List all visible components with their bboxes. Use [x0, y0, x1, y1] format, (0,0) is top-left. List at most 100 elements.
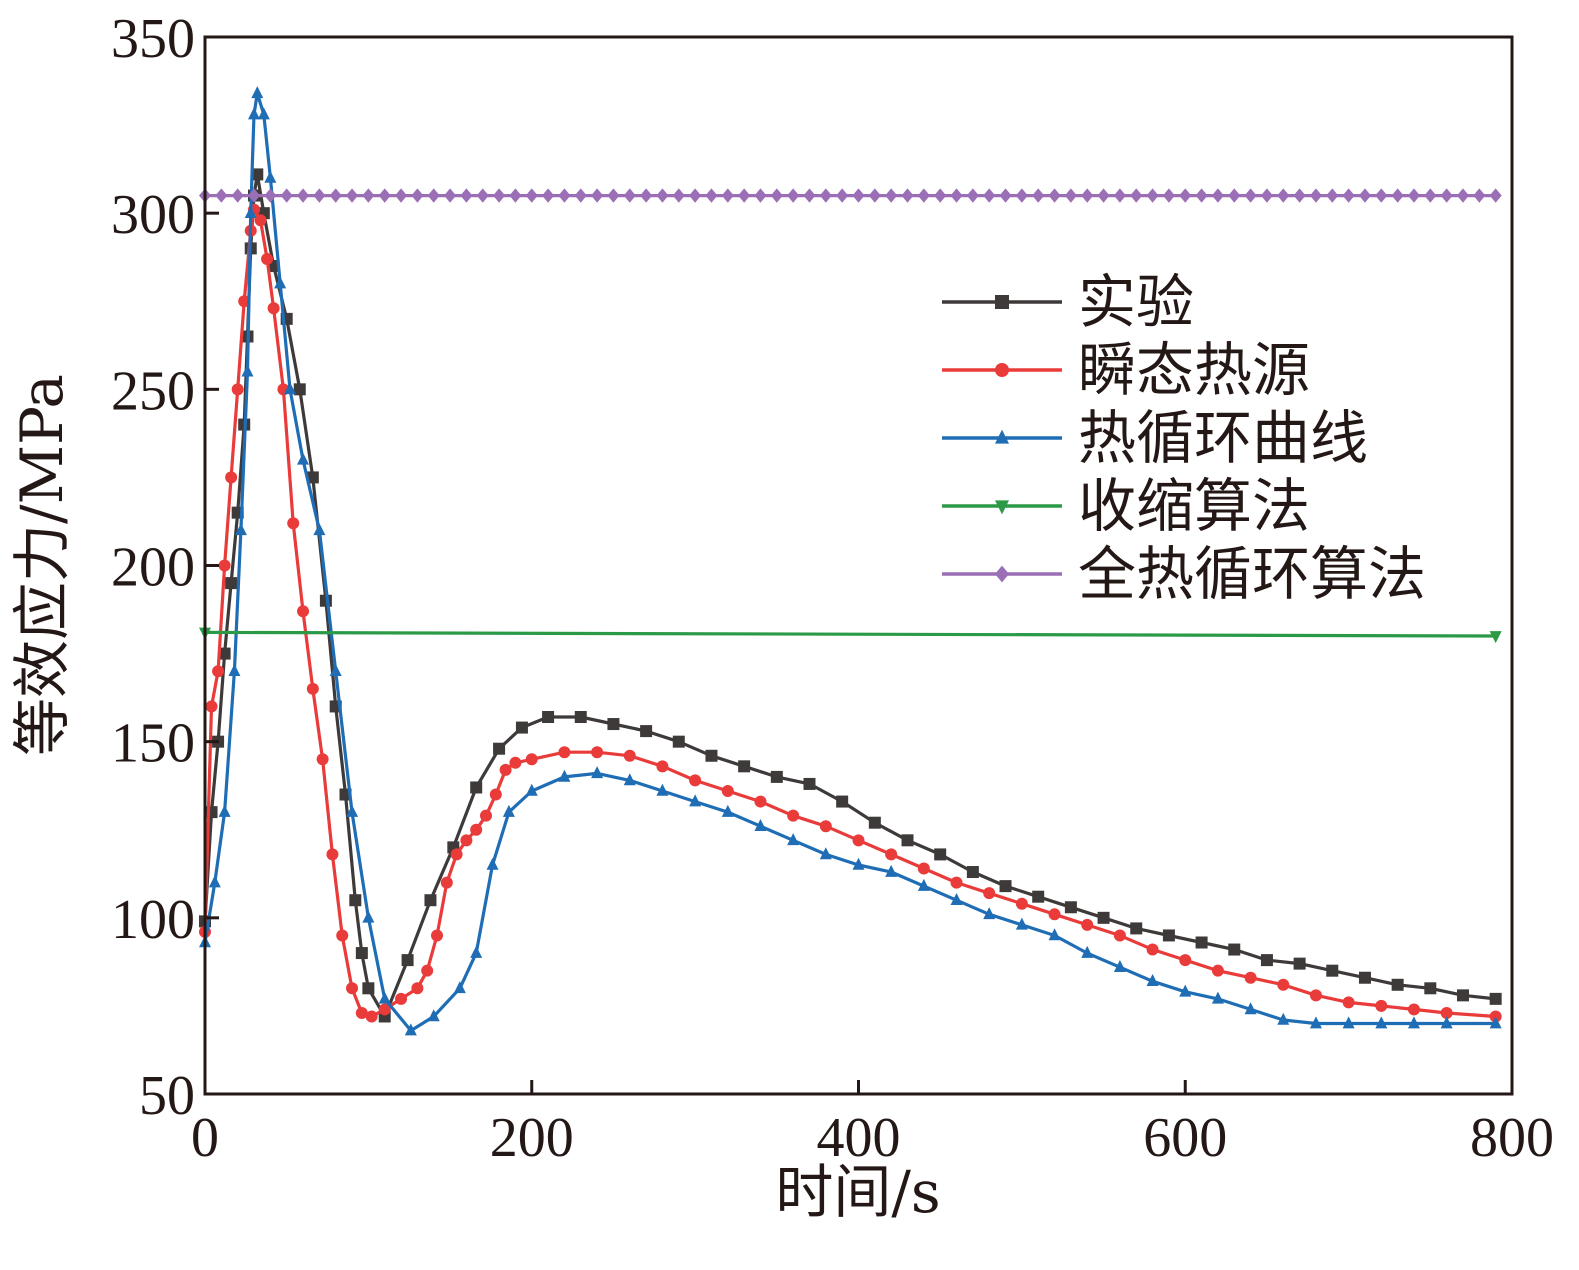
data-point: [1113, 188, 1126, 203]
data-point: [234, 523, 247, 536]
data-point: [355, 1006, 368, 1019]
data-point: [313, 188, 326, 203]
data-point: [460, 188, 473, 203]
data-point: [1456, 188, 1469, 203]
data-point: [427, 1009, 440, 1022]
data-point: [306, 471, 319, 484]
data-point: [966, 188, 979, 203]
data-point: [225, 471, 238, 484]
data-point: [450, 848, 463, 861]
data-point: [1342, 188, 1355, 203]
data-point: [225, 577, 238, 590]
data-point: [362, 188, 375, 203]
data-point: [1195, 936, 1208, 949]
data-point: [689, 794, 702, 807]
data-point: [640, 188, 653, 203]
data-point: [267, 302, 280, 315]
data-point: [672, 188, 685, 203]
data-point: [623, 773, 636, 786]
data-point: [689, 774, 702, 787]
data-point: [1489, 631, 1502, 644]
data-point: [787, 833, 800, 846]
data-point: [254, 214, 267, 227]
series-3: [199, 86, 1502, 1036]
data-point: [257, 107, 270, 120]
data-point: [558, 188, 571, 203]
data-point: [395, 992, 408, 1005]
data-point: [558, 769, 571, 782]
data-point: [280, 188, 293, 203]
x-tick-label: 600: [1143, 1107, 1227, 1169]
data-point: [424, 894, 437, 907]
legend-label: 实验: [1078, 268, 1194, 336]
legend-marker: [995, 363, 1009, 377]
data-point: [378, 991, 391, 1004]
data-point: [885, 848, 898, 861]
data-point: [803, 188, 816, 203]
data-point: [558, 746, 571, 759]
data-point: [754, 188, 767, 203]
data-point: [251, 86, 264, 99]
data-point: [1211, 188, 1224, 203]
series-5: [199, 188, 1502, 203]
x-tick-label: 800: [1470, 1107, 1554, 1169]
data-point: [329, 188, 342, 203]
legend-marker: [995, 429, 1009, 444]
data-point: [378, 188, 391, 203]
data-point: [1244, 971, 1257, 984]
data-point: [1309, 188, 1322, 203]
data-point: [1015, 897, 1028, 910]
legend-label: 收缩算法: [1078, 472, 1310, 540]
y-axis-title: 等效应力/MPa: [8, 374, 76, 756]
data-point: [1113, 959, 1126, 972]
data-point: [852, 188, 865, 203]
data-point: [1489, 188, 1502, 203]
data-point: [1228, 188, 1241, 203]
data-point: [297, 452, 310, 465]
data-point: [868, 816, 881, 829]
data-point: [1424, 188, 1437, 203]
data-point: [326, 848, 339, 861]
data-point: [1407, 1016, 1420, 1029]
y-tick-label: 250: [111, 360, 195, 422]
data-point: [378, 1003, 391, 1016]
data-point: [819, 820, 832, 833]
data-point: [411, 982, 424, 995]
data-point: [542, 188, 555, 203]
y-tick-label: 350: [111, 8, 195, 70]
y-tick-label: 150: [111, 713, 195, 775]
data-point: [515, 721, 528, 734]
data-point: [1211, 964, 1224, 977]
legend-item: 收缩算法: [942, 472, 1310, 540]
data-point: [1179, 954, 1192, 967]
data-point: [395, 188, 408, 203]
data-point: [607, 718, 620, 731]
data-point: [1048, 928, 1061, 941]
data-point: [705, 188, 718, 203]
data-point: [486, 857, 499, 870]
data-point: [901, 834, 914, 847]
legend-marker: [995, 500, 1009, 515]
data-point: [1375, 1016, 1388, 1029]
data-point: [1146, 974, 1159, 987]
x-tick-label: 200: [490, 1107, 574, 1169]
data-point: [836, 188, 849, 203]
data-point: [460, 834, 473, 847]
data-point: [401, 954, 414, 967]
data-point: [238, 295, 251, 308]
data-point: [489, 788, 502, 801]
data-point: [1358, 188, 1371, 203]
data-point: [542, 711, 555, 724]
data-point: [264, 170, 277, 183]
legend-item: 实验: [942, 268, 1194, 336]
data-point: [1309, 1016, 1322, 1029]
data-point: [1081, 918, 1094, 931]
data-point: [1048, 188, 1061, 203]
data-point: [509, 188, 522, 203]
data-point: [297, 605, 310, 618]
data-point: [421, 964, 434, 977]
data-point: [509, 756, 522, 769]
data-point: [721, 188, 734, 203]
data-point: [336, 929, 349, 942]
data-point: [1146, 188, 1159, 203]
